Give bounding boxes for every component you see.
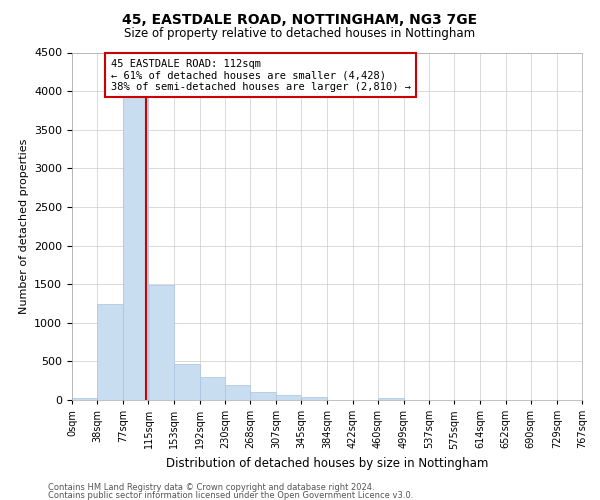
Bar [174,364,199,400]
Bar [124,91,148,400]
Text: 45, EASTDALE ROAD, NOTTINGHAM, NG3 7GE: 45, EASTDALE ROAD, NOTTINGHAM, NG3 7GE [122,12,478,26]
Bar [97,304,123,400]
Text: Size of property relative to detached houses in Nottingham: Size of property relative to detached ho… [124,28,476,40]
Bar [250,392,276,400]
Y-axis label: Number of detached properties: Number of detached properties [19,138,29,314]
Bar [276,396,301,400]
Text: Contains HM Land Registry data © Crown copyright and database right 2024.: Contains HM Land Registry data © Crown c… [48,484,374,492]
Bar [200,377,225,400]
X-axis label: Distribution of detached houses by size in Nottingham: Distribution of detached houses by size … [166,457,488,470]
Bar [72,398,97,400]
Bar [378,398,404,400]
Text: Contains public sector information licensed under the Open Government Licence v3: Contains public sector information licen… [48,490,413,500]
Bar [225,386,250,400]
Text: 45 EASTDALE ROAD: 112sqm
← 61% of detached houses are smaller (4,428)
38% of sem: 45 EASTDALE ROAD: 112sqm ← 61% of detach… [110,58,410,92]
Bar [149,285,173,400]
Bar [302,398,327,400]
